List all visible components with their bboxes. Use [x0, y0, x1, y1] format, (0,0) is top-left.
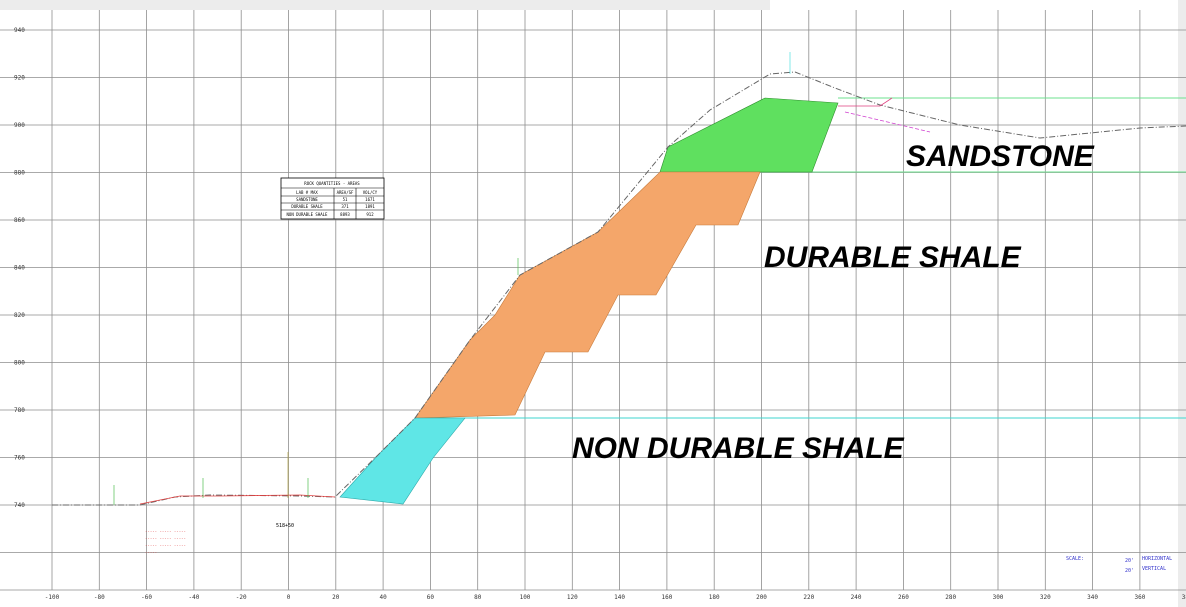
scale-horizontal-text: HORIZONTAL — [1142, 556, 1172, 562]
svg-text:----- ----- -----: ----- ----- ----- — [145, 529, 186, 534]
x-tick-label: 0 — [287, 594, 291, 601]
x-tick-label: -20 — [236, 594, 247, 601]
station-label: 518+50 — [276, 523, 294, 529]
x-tick-label: 140 — [614, 594, 625, 601]
table-header: AREA/SF — [337, 190, 354, 195]
y-tick-label: 860 — [14, 217, 25, 224]
x-tick-label: -80 — [94, 594, 105, 601]
table-cell: 51 — [343, 197, 348, 202]
table-cell: SANDSTONE — [296, 197, 318, 202]
x-tick-label: 280 — [945, 594, 956, 601]
projection-line — [844, 111, 931, 133]
x-tick-label: 320 — [1040, 594, 1051, 601]
x-tick-label: 300 — [993, 594, 1004, 601]
y-tick-label: 900 — [14, 122, 25, 129]
x-tick-label: 220 — [803, 594, 814, 601]
table-cell: DURABLE SHALE — [291, 204, 323, 209]
x-tick-label: -40 — [188, 594, 199, 601]
y-tick-label: 940 — [14, 27, 25, 34]
x-tick-label: 380 — [1182, 594, 1186, 601]
x-tick-label: 360 — [1134, 594, 1145, 601]
top-band — [0, 0, 770, 10]
table-header: LAB # MAX — [296, 190, 318, 195]
cut-line-magenta — [838, 97, 893, 107]
table-cell: NON DURABLE SHALE — [287, 212, 329, 217]
durable-shale-label: DURABLE SHALE — [764, 241, 1022, 274]
existing-ground-line — [52, 71, 1186, 506]
svg-text:----- ----- -----: ----- ----- ----- — [145, 536, 186, 541]
y-tick-label: 880 — [14, 170, 25, 177]
x-tick-label: 80 — [474, 594, 482, 601]
rock-quantities-table: ROCK QUANTITIES - AREAS LAB # MAX AREA/S… — [280, 177, 385, 220]
x-tick-label: 120 — [567, 594, 578, 601]
y-tick-label: 800 — [14, 360, 25, 367]
y-tick-label: 780 — [14, 407, 25, 414]
svg-text:----- ----- -----: ----- ----- ----- — [145, 543, 186, 548]
red-notes: ----- ----- ----- ----- ----- ----- ----… — [145, 529, 186, 555]
x-tick-label: 200 — [756, 594, 767, 601]
x-tick-label: 260 — [898, 594, 909, 601]
svg-text:-----: ----- — [145, 550, 157, 555]
right-band — [1178, 0, 1186, 607]
table-header: VOL/CY — [363, 190, 378, 195]
x-tick-label: 40 — [379, 594, 387, 601]
durable-shale-area — [414, 171, 761, 419]
x-tick-label: 340 — [1087, 594, 1098, 601]
scale-vertical-value: 20' — [1125, 568, 1134, 574]
x-tick-label: 100 — [520, 594, 531, 601]
x-tick-label: -60 — [141, 594, 152, 601]
x-tick-label: -100 — [45, 594, 60, 601]
y-tick-label: 740 — [14, 502, 25, 509]
y-tick-label: 920 — [14, 75, 25, 82]
x-tick-label: 180 — [709, 594, 720, 601]
table-cell: 912 — [366, 212, 374, 217]
scale-horizontal-value: 20' — [1125, 558, 1134, 564]
scale-block: SCALE: 20' HORIZONTAL 20' VERTICAL — [1066, 556, 1172, 574]
x-tick-label: 60 — [427, 594, 435, 601]
x-tick-label: 240 — [851, 594, 862, 601]
table-cell: 1671 — [365, 197, 375, 202]
table-cell: 371 — [341, 204, 349, 209]
scale-vertical-text: VERTICAL — [1142, 566, 1166, 572]
table-cell: 1891 — [365, 204, 375, 209]
y-tick-label: 760 — [14, 455, 25, 462]
sandstone-area — [659, 97, 839, 173]
sandstone-label: SANDSTONE — [906, 140, 1095, 173]
y-tick-label: 840 — [14, 265, 25, 272]
non-durable-shale-label: NON DURABLE SHALE — [572, 432, 905, 465]
design-line-red — [139, 494, 336, 505]
table-cell: 8893 — [340, 212, 350, 217]
y-tick-label: 820 — [14, 312, 25, 319]
x-axis-labels: -100 -80 -60 -40 -20 0 20 40 60 80 100 120 140 160 180… — [45, 594, 1186, 601]
x-tick-label: 160 — [661, 594, 672, 601]
table-title: ROCK QUANTITIES - AREAS — [304, 181, 360, 186]
scale-label: SCALE: — [1066, 556, 1084, 562]
y-axis-labels: 940 920 900 880 860 840 820 800 780 760 740 — [14, 27, 25, 509]
x-tick-label: 20 — [332, 594, 340, 601]
